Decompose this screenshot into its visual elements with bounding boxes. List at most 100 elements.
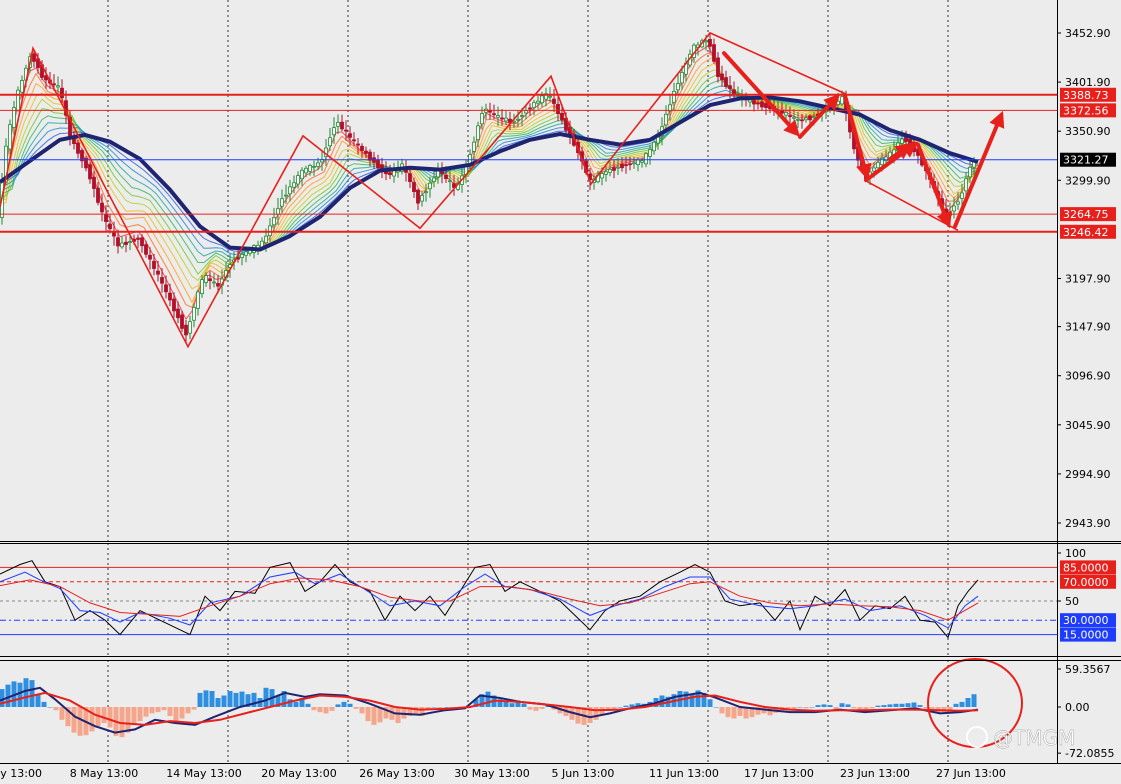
macd-histogram-bar [281,691,287,707]
macd-histogram-bar [851,707,857,709]
macd-histogram-bar [893,703,899,707]
macd-histogram-bar [359,707,365,714]
candle-body [268,225,272,236]
axis-tick-label: 3096.90 [1065,370,1111,383]
macd-histogram-bar [917,705,923,707]
candle-body [204,275,208,283]
rsi-level-label-box [1060,574,1116,589]
macd-histogram-bar [47,707,53,708]
ema-slow-line [0,95,979,252]
time-tick-label: 11 Jun 13:00 [649,767,719,780]
macd-histogram-bar [881,705,887,707]
candle-body [728,85,732,89]
macd-histogram-bar [431,707,437,708]
candle-body [900,138,904,144]
candle-body [880,157,884,165]
rsi-level-label-box [1060,627,1116,642]
candle-body [200,279,204,295]
candle-body [712,44,716,62]
candle-body [508,118,512,123]
macd-histogram-bar [17,682,23,707]
rsi-series-line [0,560,979,639]
candle-body [356,143,360,146]
candle-body [188,321,192,334]
candle-body [388,172,392,176]
candle-body [884,156,888,162]
candle-body [540,95,544,104]
candle-body [960,192,964,199]
macd-histogram-bar [233,692,239,707]
trend-arrow-head-icon [989,110,1005,129]
candle-body [800,119,804,122]
macd-histogram-bar [875,705,881,707]
macd-histogram-bar [71,707,77,733]
candle-body [60,87,64,99]
ribbon-ma-line [0,73,979,275]
macd-histogram-bar [245,694,251,707]
macd-histogram-bar [401,707,407,719]
candle-body [164,284,168,293]
candle-body [264,235,268,244]
candle-body [80,150,84,162]
rsi-panel[interactable] [0,560,1057,639]
candle-body [360,145,364,151]
candle-body [76,142,80,154]
candle-body [288,186,292,195]
candle-body [16,89,20,111]
candle-body [136,237,140,240]
macd-histogram-bar [959,701,965,707]
macd-histogram-bar [869,707,875,709]
candle-body [532,102,536,108]
macd-histogram-bar [701,692,707,707]
main-price-panel[interactable] [0,31,1057,349]
candle-body [284,194,288,197]
macd-histogram-bar [797,707,803,708]
ribbon-ma-line [0,69,979,282]
macd-histogram-bar [731,707,737,719]
macd-histogram-bar [965,698,971,707]
macd-histogram-bar [473,699,479,707]
candle-body [480,113,484,125]
candle-body [452,183,456,188]
candle-body [704,40,708,43]
macd-histogram-bar [809,707,815,708]
candle-body [664,113,668,126]
candle-body [52,83,56,86]
macd-histogram-bar [125,707,131,733]
candle-body [752,100,756,105]
trend-arrow-line [916,142,947,216]
rsi-series-line [0,577,979,621]
candle-body [760,101,764,108]
macd-histogram-bar [353,707,359,709]
axis-tick-label: 3147.90 [1065,321,1111,334]
axis-tick-label: 3401.90 [1065,76,1111,89]
candle-body [352,139,356,142]
candle-body [624,164,628,167]
candle-body [148,254,152,260]
macd-histogram-bar [65,707,71,727]
candle-body [492,113,496,116]
macd-histogram-bar [575,707,581,724]
macd-histogram-bar [335,704,341,707]
candle-body [504,117,508,122]
candle-body [184,324,188,336]
time-tick-label: 14 May 13:00 [166,767,241,780]
candle-body [88,164,92,180]
macd-signal-line [0,691,979,726]
candle-body [548,95,552,98]
macd-histogram-bar [503,701,509,707]
macd-histogram-bar [521,703,527,707]
price-level-label: 3372.56 [1063,104,1109,117]
macd-histogram-bar [737,707,743,716]
candle-body [432,177,436,182]
macd-histogram-bar [725,707,731,718]
ribbon-ma-line [0,55,979,304]
candle-body [968,166,972,178]
axis-tick-label: 50 [1065,595,1079,608]
macd-histogram-bar [275,695,281,707]
macd-histogram-bar [59,707,65,720]
macd-panel[interactable] [0,658,1023,748]
time-tick-label: 30 May 13:00 [454,767,529,780]
